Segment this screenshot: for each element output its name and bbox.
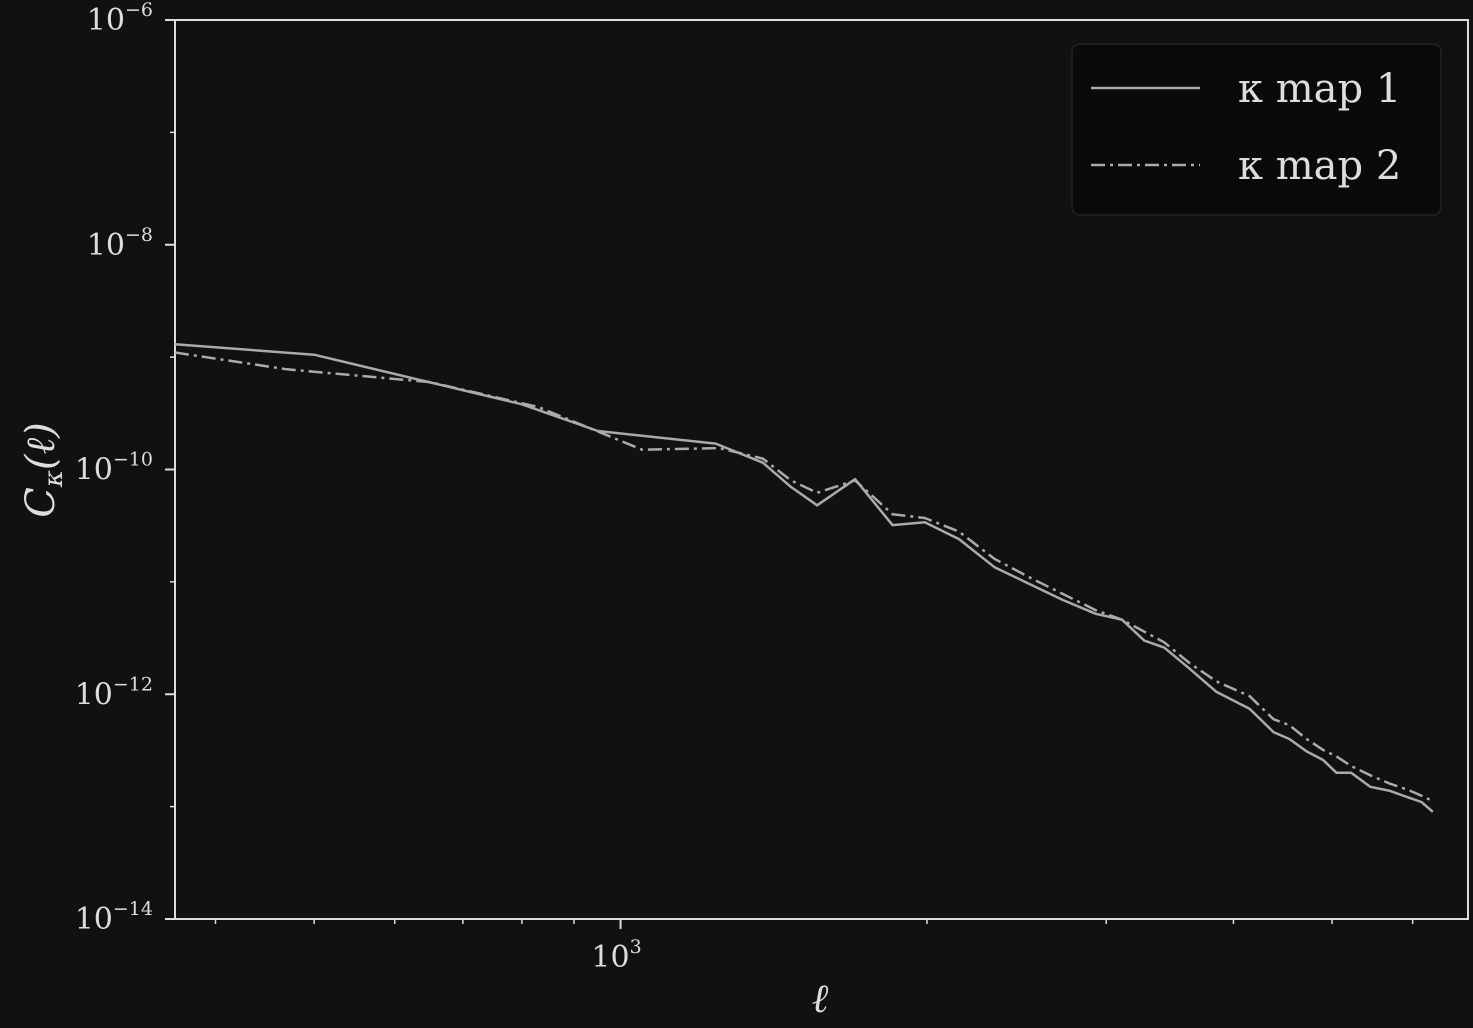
x-tick-label: 103	[591, 936, 641, 975]
y-axis-label-main: C	[18, 487, 64, 518]
y-tick-label: 10−10	[75, 449, 153, 488]
y-axis-label-sub: κ	[39, 470, 69, 488]
y-axis-label-arg: (ℓ)	[18, 422, 64, 470]
series-line-2	[174, 351, 1434, 803]
y-tick-label: 10−14	[75, 898, 153, 937]
legend-label-2: κ map 2	[1238, 143, 1401, 189]
y-tick-label: 10−8	[87, 224, 153, 263]
legend: κ map 1 κ map 2	[1071, 43, 1442, 216]
y-tick-label: 10−12	[75, 673, 153, 712]
series-line-1	[174, 343, 1434, 813]
y-axis-label: Cκ(ℓ)	[18, 422, 69, 518]
series-layer	[174, 343, 1434, 813]
x-axis-label: ℓ	[812, 976, 829, 1022]
y-axis-ticks: 10−14 10−12 10−10 10−8 10−6	[75, 0, 175, 937]
y-tick-label: 10−6	[87, 0, 153, 38]
x-axis-ticks: 103	[214, 919, 1414, 975]
legend-label-1: κ map 1	[1238, 66, 1401, 112]
y-axis-label-group: Cκ(ℓ)	[18, 422, 69, 518]
